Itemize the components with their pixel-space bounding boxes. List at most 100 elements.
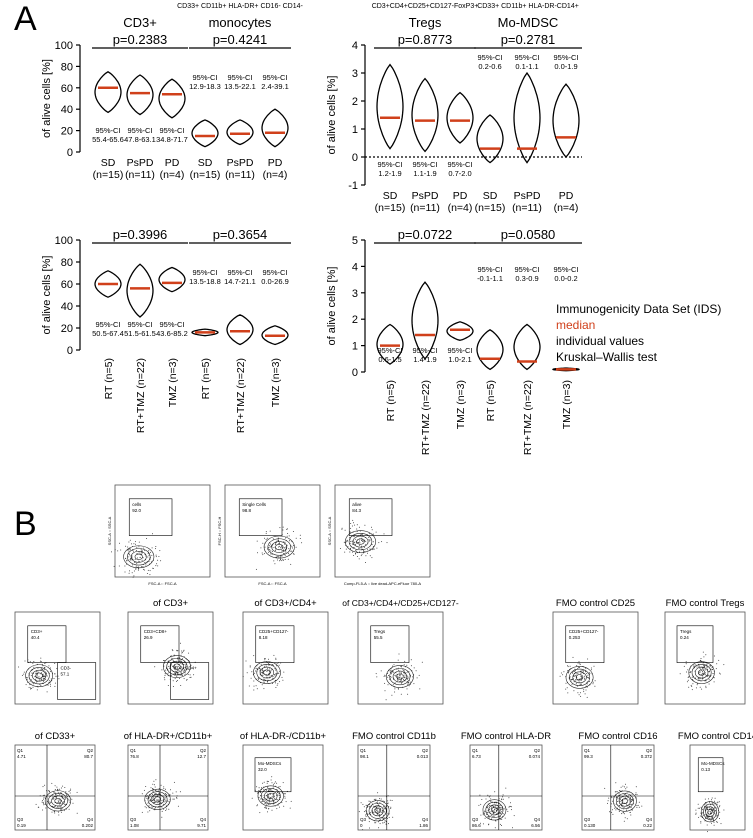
flow-event <box>281 545 283 547</box>
flow-event <box>165 810 167 811</box>
flow-contour <box>368 802 387 819</box>
flow-event <box>256 688 258 690</box>
flow-event <box>285 546 287 548</box>
flow-event <box>715 668 717 670</box>
flow-event <box>271 795 273 797</box>
flow-event <box>256 786 258 788</box>
flow-event <box>619 798 621 800</box>
flow-event <box>48 790 49 792</box>
y-tick-label: 1 <box>352 341 358 353</box>
flow-event <box>138 568 140 570</box>
violin <box>552 83 580 159</box>
flow-event <box>379 798 381 800</box>
gate-name: Q3 <box>17 817 24 822</box>
flow-event <box>36 681 38 683</box>
flow-event <box>509 805 511 807</box>
flow-event <box>259 812 261 814</box>
flow-event <box>59 803 61 805</box>
flow-event <box>30 688 32 690</box>
flow-event <box>56 796 58 798</box>
gate-name: CD25+CD127- <box>259 629 289 634</box>
flow-event <box>695 812 697 814</box>
flow-event <box>165 669 167 671</box>
flow-event <box>397 659 399 661</box>
flow-event <box>51 811 53 813</box>
flow-event <box>618 808 620 810</box>
flow-event <box>347 540 348 542</box>
flow-event <box>686 681 688 683</box>
flow-event <box>580 683 582 685</box>
y-tick-label: 100 <box>55 40 73 52</box>
flow-event <box>702 809 704 811</box>
flow-event <box>612 813 614 815</box>
flow-event <box>160 560 162 562</box>
flow-contour <box>565 666 594 689</box>
ci-heading: 95%-CI <box>377 346 402 355</box>
flow-event <box>719 811 721 813</box>
gate-value: 98.1 <box>360 754 369 759</box>
y-tick-label: 2 <box>352 314 358 326</box>
flow-event <box>572 656 574 658</box>
flow-event <box>253 689 255 691</box>
flow-event <box>364 539 366 541</box>
flow-event <box>156 799 158 801</box>
flow-event <box>378 811 380 813</box>
y-tick-label: -1 <box>348 180 358 192</box>
flow-event <box>55 797 57 799</box>
flow-event <box>263 688 265 690</box>
flow-event <box>697 678 699 680</box>
flow-event <box>708 798 709 800</box>
flow-event <box>285 801 287 803</box>
flow-event <box>354 538 356 540</box>
flow-event <box>161 806 163 808</box>
flow-event <box>618 797 620 799</box>
flow-event <box>689 671 691 673</box>
flow-event <box>161 669 163 671</box>
flow-event <box>31 688 33 689</box>
flow-contour <box>263 535 295 559</box>
y-tick-label: 80 <box>61 61 73 73</box>
flow-event <box>620 786 622 788</box>
x-tick-label: TMZ (n=3) <box>455 380 467 429</box>
flow-event <box>177 673 179 675</box>
flow-event <box>269 804 271 805</box>
flow-contour <box>163 655 191 678</box>
gate <box>238 498 283 536</box>
flow-event <box>36 675 38 677</box>
flow-event <box>272 676 274 677</box>
flow-event <box>264 658 266 660</box>
flow-contour <box>392 670 407 683</box>
flow-contour <box>267 793 275 799</box>
flow-event <box>713 824 715 826</box>
flow-contour <box>356 538 365 545</box>
flow-event <box>265 676 267 678</box>
flow-event <box>705 680 707 682</box>
flow-event <box>513 815 515 817</box>
flow-event <box>155 556 157 558</box>
flow-event <box>130 558 132 560</box>
flow-title: of CD33+ <box>35 731 76 742</box>
flow-event <box>700 821 702 823</box>
flow-event <box>713 821 715 823</box>
flow-event <box>575 683 577 685</box>
flow-event <box>608 797 610 799</box>
flow-event <box>44 662 46 664</box>
ci-heading: 95%-CI <box>262 73 287 82</box>
violin <box>226 314 254 346</box>
p-value: p=0.2781 <box>501 32 556 47</box>
flow-event <box>510 806 512 808</box>
flow-event <box>267 667 269 669</box>
violin <box>513 71 541 164</box>
flow-event <box>371 549 373 551</box>
flow-event <box>350 527 352 529</box>
flow-event <box>292 531 294 532</box>
flow-event <box>60 808 62 810</box>
flow-event <box>626 804 628 806</box>
ci-range: 0.0-1.9 <box>554 62 577 71</box>
flow-event <box>484 817 486 819</box>
gate-name: Q4 <box>87 817 94 822</box>
flow-event <box>390 806 392 808</box>
flow-event <box>275 669 276 671</box>
flow-event <box>157 794 159 796</box>
